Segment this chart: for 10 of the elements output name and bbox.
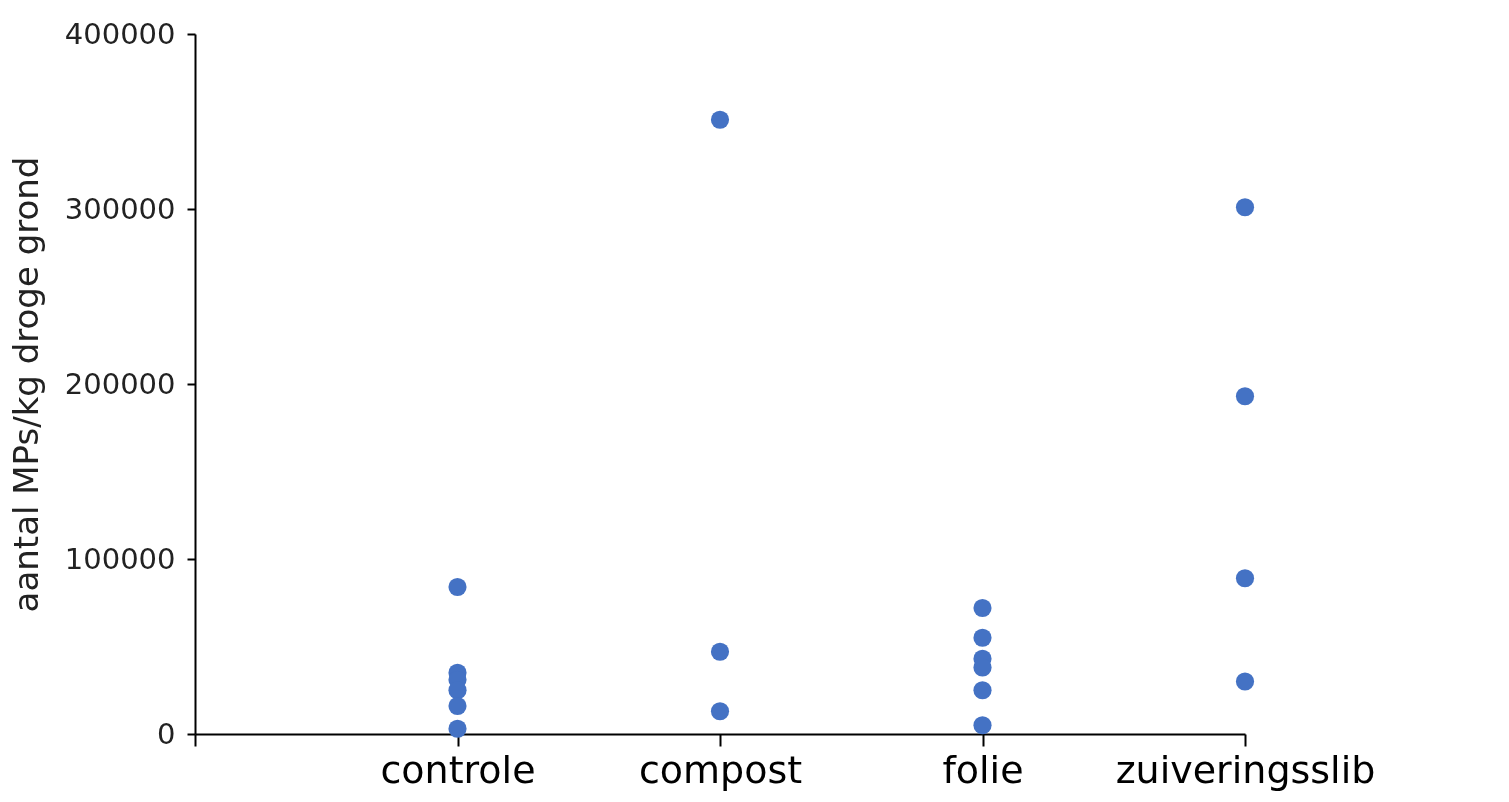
- x-tick-label: compost: [638, 747, 803, 792]
- y-tick-label: 100000: [64, 541, 176, 576]
- y-tick-label: 400000: [64, 16, 176, 51]
- y-axis-title: aantal MPs/kg droge grond: [5, 156, 46, 613]
- y-tick-label: 0: [157, 716, 176, 751]
- y-tick-label: 200000: [64, 366, 176, 401]
- x-tick-label: controle: [380, 747, 536, 792]
- x-tick-label: folie: [942, 747, 1024, 792]
- y-tick-label: 300000: [64, 191, 176, 226]
- x-tick-label: zuiveringsslib: [1115, 747, 1376, 792]
